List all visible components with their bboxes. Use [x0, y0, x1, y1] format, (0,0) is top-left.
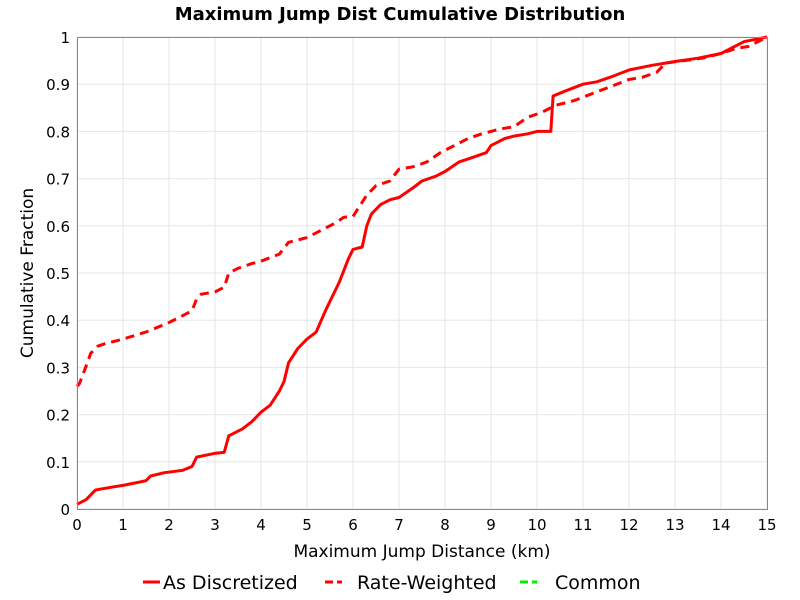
x-tick-label-1: 1 [118, 516, 128, 534]
plot-frame [77, 37, 768, 510]
x-tick-label-10: 10 [527, 516, 546, 534]
x-tick-label-3: 3 [210, 516, 220, 534]
legend-label-0: As Discretized [163, 572, 298, 594]
y-tick-label-7: 0.7 [46, 171, 70, 189]
y-tick-label-3: 0.3 [46, 359, 70, 377]
x-tick-label-4: 4 [256, 516, 266, 534]
x-tick-label-2: 2 [164, 516, 174, 534]
y-tick-label-9: 0.9 [46, 76, 70, 94]
x-tick-label-9: 9 [486, 516, 496, 534]
y-tick-label-1: 0.1 [46, 454, 70, 472]
y-tick-label-2: 0.2 [46, 407, 70, 425]
x-tick-label-15: 15 [757, 516, 776, 534]
series-line-rate-weighted [75, 35, 768, 388]
y-tick-label-10: 1 [60, 29, 70, 47]
y-tick-label-8: 0.8 [46, 123, 70, 141]
grid [76, 36, 768, 510]
y-axis-label: Cumulative Fraction [18, 188, 38, 358]
x-tick-label-0: 0 [72, 516, 82, 534]
axis-ticks: 0 1 2 3 4 5 6 7 8 9 10 11 12 13 14 1500.10.20.30.40.50.… [46, 29, 776, 534]
x-tick-label-6: 6 [348, 516, 358, 534]
x-tick-label-12: 12 [619, 516, 638, 534]
plot-series [75, 35, 768, 506]
legend: As Discretized Rate-Weighted Common [143, 572, 641, 594]
y-tick-label-0: 0 [60, 501, 70, 519]
x-tick-label-13: 13 [665, 516, 684, 534]
x-tick-label-5: 5 [302, 516, 312, 534]
y-tick-label-5: 0.5 [46, 265, 70, 283]
legend-label-1: Rate-Weighted [357, 572, 497, 594]
y-tick-label-4: 0.4 [46, 312, 70, 330]
x-tick-label-11: 11 [573, 516, 592, 534]
series-line-as-discretized [76, 35, 768, 506]
x-tick-label-8: 8 [440, 516, 450, 534]
legend-label-2: Common [555, 572, 641, 594]
x-axis-label: Maximum Jump Distance (km) [293, 542, 550, 562]
chart-title: Maximum Jump Dist Cumulative Distributio… [175, 4, 626, 25]
y-tick-label-6: 0.6 [46, 218, 70, 236]
x-tick-label-7: 7 [394, 516, 404, 534]
x-tick-label-14: 14 [711, 516, 730, 534]
